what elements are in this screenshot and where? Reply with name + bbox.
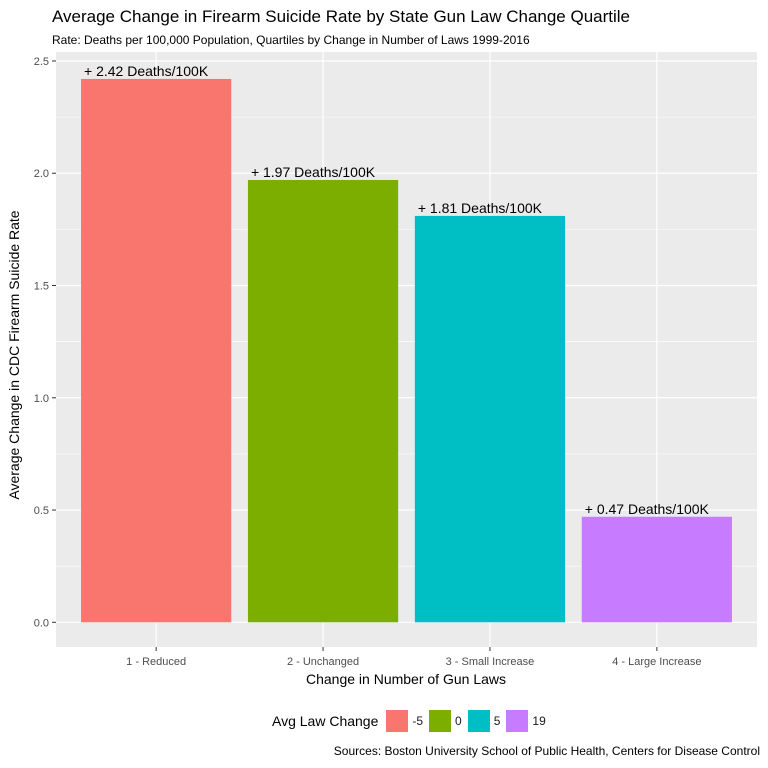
y-tick-label: 1.0 bbox=[34, 393, 49, 405]
y-tick-label: 1.5 bbox=[34, 281, 49, 293]
legend-key bbox=[506, 710, 529, 732]
y-tick-label: 2.0 bbox=[34, 168, 49, 180]
legend-key bbox=[429, 710, 452, 732]
chart-caption: Sources: Boston University School of Pub… bbox=[333, 744, 760, 758]
legend-label: -5 bbox=[412, 714, 424, 728]
x-tick-label: 1 - Reduced bbox=[126, 656, 186, 668]
legend-item: 0 bbox=[429, 710, 462, 732]
legend-item: 5 bbox=[467, 710, 501, 732]
legend: Avg Law Change -5 0 5 19 bbox=[272, 709, 552, 733]
legend-key bbox=[386, 710, 409, 732]
legend-key bbox=[467, 710, 490, 732]
bar-data-label: + 1.97 Deaths/100K bbox=[251, 164, 376, 180]
y-tick-label: 0.5 bbox=[34, 505, 49, 517]
legend-item: 19 bbox=[506, 710, 546, 732]
chart-title: Average Change in Firearm Suicide Rate b… bbox=[52, 7, 631, 26]
bar-4 bbox=[581, 516, 732, 623]
bar-chart: + 2.42 Deaths/100K + 1.97 Deaths/100K + 1.… bbox=[6, 52, 757, 687]
legend-label: 0 bbox=[455, 714, 462, 728]
y-axis-label: Average Change in CDC Firearm Suicide Ra… bbox=[6, 210, 22, 499]
x-tick-label: 3 - Small Increase bbox=[446, 656, 535, 668]
bar-1 bbox=[81, 78, 232, 623]
x-tick-label: 2 - Unchanged bbox=[287, 656, 359, 668]
bar-2 bbox=[247, 179, 399, 623]
bar-data-label: + 0.47 Deaths/100K bbox=[585, 501, 710, 517]
legend-label: 5 bbox=[493, 714, 501, 728]
bar-data-label: + 1.81 Deaths/100K bbox=[418, 200, 543, 216]
legend-item: -5 bbox=[386, 710, 423, 732]
bar-3 bbox=[414, 215, 566, 623]
legend-items: -5 0 5 19 bbox=[386, 710, 551, 732]
chart-subtitle: Rate: Deaths per 100,000 Population, Qua… bbox=[52, 33, 530, 47]
y-tick-label: 2.5 bbox=[34, 56, 49, 68]
legend-label: 19 bbox=[532, 714, 546, 728]
y-tick-label: 0.0 bbox=[34, 617, 49, 629]
bar-data-label: + 2.42 Deaths/100K bbox=[84, 63, 209, 79]
legend-title: Avg Law Change bbox=[272, 713, 379, 729]
x-axis-label: Change in Number of Gun Laws bbox=[306, 671, 506, 687]
x-tick-label: 4 - Large Increase bbox=[612, 656, 701, 668]
